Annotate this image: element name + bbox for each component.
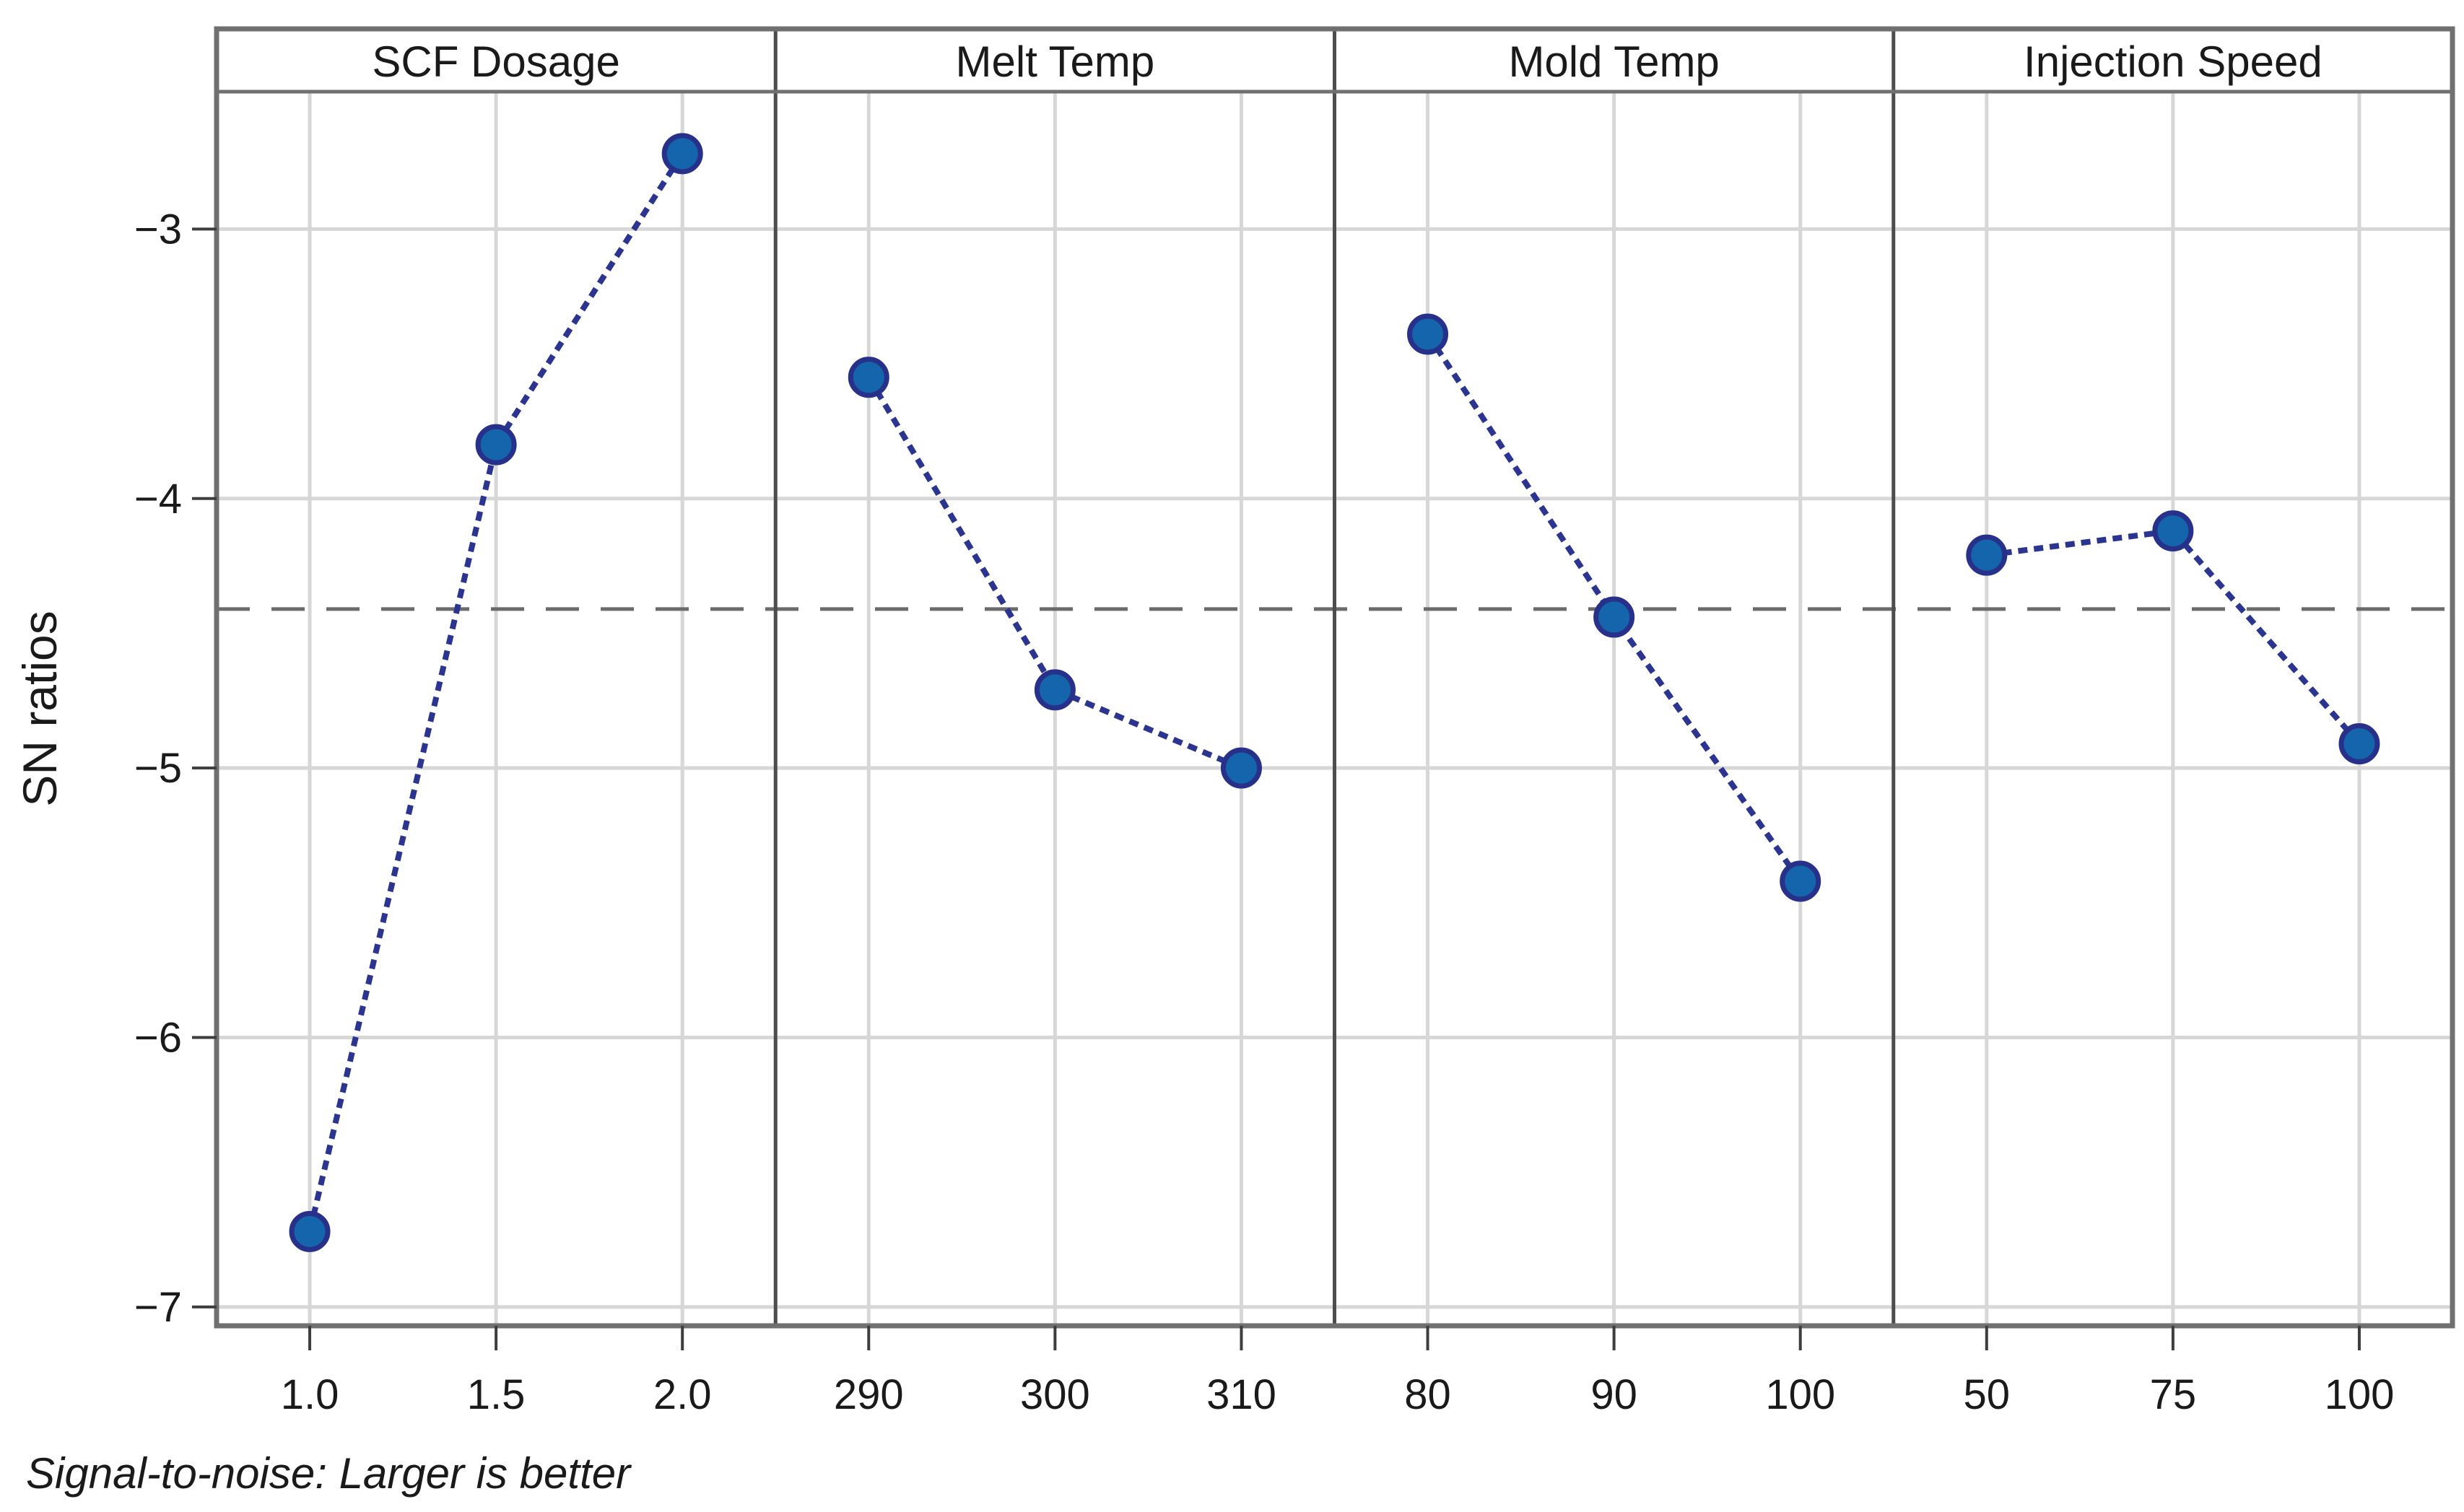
data-point-mold-temp-100 [1780,860,1821,902]
x-tick-label: 100 [1765,1371,1835,1418]
data-point-injection-speed-50 [1966,534,2008,576]
y-tick-label: −6 [134,1015,182,1062]
data-point-injection-speed-100 [2338,723,2380,765]
data-point-scf-dosage-2.0 [661,133,703,175]
x-tick-label: 50 [1964,1371,2011,1418]
y-tick-label: −5 [134,745,182,792]
panel-title-injection-speed: Injection Speed [2024,38,2322,86]
x-tick-label: 75 [2150,1371,2197,1418]
data-point-melt-temp-310 [1220,747,1262,789]
y-tick-label: −7 [134,1284,182,1331]
data-point-injection-speed-75 [2152,510,2194,552]
x-tick-label: 90 [1590,1371,1637,1418]
y-tick-label: −4 [134,476,182,523]
x-tick-label: 2.0 [653,1371,712,1418]
data-point-mold-temp-80 [1407,313,1449,355]
x-tick-label: 1.5 [467,1371,526,1418]
x-tick-label: 310 [1206,1371,1276,1418]
y-axis-title: SN ratios [13,611,66,806]
x-tick-label: 80 [1404,1371,1451,1418]
data-point-mold-temp-90 [1593,596,1635,638]
y-tick-label: −3 [134,206,182,253]
x-tick-label: 290 [834,1371,904,1418]
data-point-melt-temp-300 [1034,669,1076,711]
x-tick-label: 300 [1020,1371,1090,1418]
x-tick-label: 1.0 [281,1371,339,1418]
data-point-scf-dosage-1.5 [475,424,517,466]
plot-frame [214,26,2455,1329]
footnote: Signal-to-noise: Larger is better [26,1449,632,1498]
data-point-melt-temp-290 [848,357,889,398]
series-line-melt-temp [866,375,1243,771]
panel-title-scf-dosage: SCF Dosage [372,38,619,86]
series-line-scf-dosage [307,152,685,1233]
panel-title-mold-temp: Mold Temp [1508,38,1719,86]
panel-title-melt-temp: Melt Temp [956,38,1155,86]
x-tick-label: 100 [2325,1371,2395,1418]
data-point-scf-dosage-1.0 [289,1210,331,1252]
